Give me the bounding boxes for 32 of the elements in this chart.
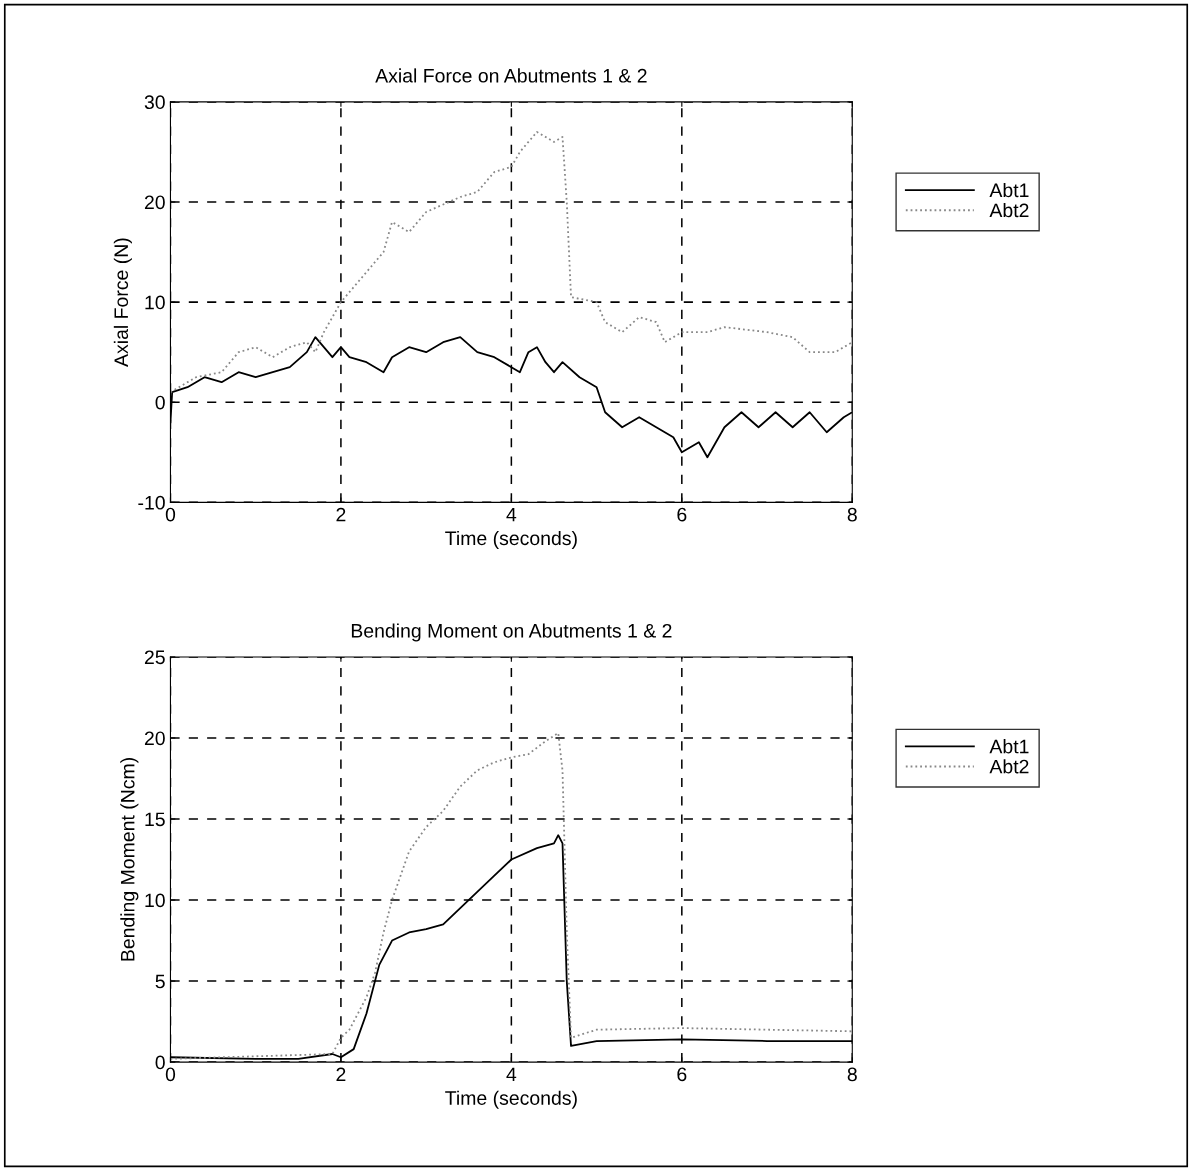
y-tick-label: 0 [155, 395, 165, 410]
y-axis-title: Axial Force (N) [113, 238, 132, 367]
y-axis-title: Bending Moment (Ncm) [120, 758, 139, 961]
x-axis-title: Time (seconds) [445, 1090, 577, 1109]
y-tick-label: 0 [155, 1055, 165, 1070]
x-axis-title: Time (seconds) [445, 530, 577, 550]
x-tick-label: 8 [847, 1067, 857, 1082]
y-tick-label: 10 [145, 295, 165, 310]
line-series [170, 131, 853, 394]
y-tick-label: 5 [155, 974, 165, 989]
x-tick-label: 6 [677, 507, 687, 522]
y-tick-label: 10 [145, 893, 165, 908]
x-tick-label: 6 [677, 1067, 687, 1082]
x-tick-label: 4 [506, 507, 517, 522]
y-tick-label: 15 [145, 812, 165, 827]
y-tick-label: 20 [144, 731, 165, 746]
legend-label: Abt2 [989, 759, 1029, 774]
legend-label: Abt1 [989, 182, 1029, 198]
y-tick-label: 25 [144, 650, 165, 665]
x-tick-label: 2 [336, 1067, 346, 1082]
y-tick-label: 30 [144, 95, 165, 110]
y-tick-label: 20 [144, 195, 165, 210]
chart-title: Axial Force on Abutments 1 & 2 [375, 68, 647, 83]
x-tick-label: 0 [165, 507, 176, 522]
x-tick-label: 2 [336, 507, 346, 522]
legend-label: Abt1 [989, 739, 1029, 754]
y-tick-label: -10 [138, 495, 165, 510]
chart-title: Bending Moment on Abutments 1 & 2 [351, 623, 672, 642]
x-tick-label: 0 [165, 1067, 176, 1082]
x-tick-label: 4 [506, 1067, 517, 1082]
legend-label: Abt2 [989, 202, 1029, 218]
x-tick-label: 8 [847, 507, 857, 522]
